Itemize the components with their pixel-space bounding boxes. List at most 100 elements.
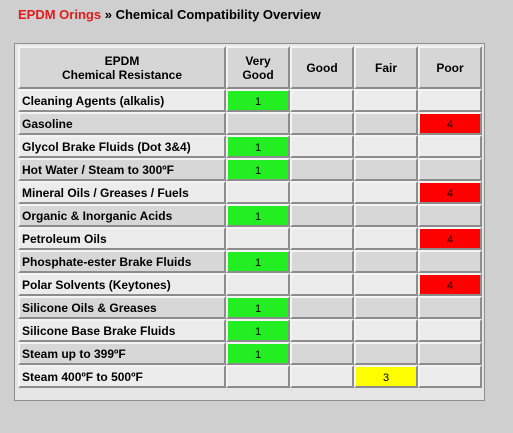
rating-poor-cell: 4 <box>418 181 482 204</box>
rating-very-good-cell: 1 <box>226 135 290 158</box>
rating-very-good-cell <box>226 273 290 296</box>
rating-fair-cell <box>354 319 418 342</box>
table-row: Cleaning Agents (alkalis) 1 <box>18 89 482 112</box>
page-title: Chemical Compatibility Overview <box>115 7 321 22</box>
table-row: Glycol Brake Fluids (Dot 3&4) 1 <box>18 135 482 158</box>
rating-value: 4 <box>446 233 454 246</box>
table-header-row: EPDM Chemical Resistance Very Good Good … <box>18 46 482 89</box>
table-row: Gasoline 4 <box>18 112 482 135</box>
rating-very-good-cell: 1 <box>226 250 290 273</box>
rating-fair-cell <box>354 135 418 158</box>
rating-fair-cell <box>354 181 418 204</box>
rating-good-cell <box>290 204 354 227</box>
rating-value: 1 <box>254 348 262 361</box>
rating-very-good-cell: 1 <box>226 342 290 365</box>
rating-good-cell <box>290 342 354 365</box>
rating-fair-cell <box>354 296 418 319</box>
rating-value: 3 <box>382 371 390 384</box>
rating-value: 4 <box>446 118 454 131</box>
table-row: Petroleum Oils 4 <box>18 227 482 250</box>
rating-good-cell <box>290 158 354 181</box>
rating-value: 1 <box>254 256 262 269</box>
rating-very-good-cell <box>226 227 290 250</box>
rating-very-good-cell: 1 <box>226 319 290 342</box>
rating-very-good-cell <box>226 181 290 204</box>
rating-very-good-cell: 1 <box>226 204 290 227</box>
rating-fair-cell <box>354 273 418 296</box>
table-row: Silicone Base Brake Fluids 1 <box>18 319 482 342</box>
rating-fair-cell: 3 <box>354 365 418 388</box>
rating-very-good-cell: 1 <box>226 89 290 112</box>
rating-good-cell <box>290 319 354 342</box>
rating-value: 1 <box>254 302 262 315</box>
chemical-name: Cleaning Agents (alkalis) <box>18 89 226 112</box>
rating-good-cell <box>290 135 354 158</box>
rating-fair-cell <box>354 89 418 112</box>
chemical-name: Silicone Oils & Greases <box>18 296 226 319</box>
chemical-name: Glycol Brake Fluids (Dot 3&4) <box>18 135 226 158</box>
header-chemical-resistance: Chemical Resistance <box>61 67 183 82</box>
rating-poor-cell: 4 <box>418 273 482 296</box>
header-epdm: EPDM <box>104 53 140 68</box>
header-good-part: Good <box>242 67 274 82</box>
chemical-name: Silicone Base Brake Fluids <box>18 319 226 342</box>
rating-good-cell <box>290 227 354 250</box>
poor-header: Poor <box>418 46 482 89</box>
rating-good-cell <box>290 296 354 319</box>
rating-good-cell <box>290 365 354 388</box>
table-row: Polar Solvents (Keytones) 4 <box>18 273 482 296</box>
rating-poor-cell <box>418 296 482 319</box>
breadcrumb-link-epdm-orings[interactable]: EPDM Orings <box>18 7 102 22</box>
chemical-name: Hot Water / Steam to 300ºF <box>18 158 226 181</box>
rating-poor-cell <box>418 319 482 342</box>
rating-value: 1 <box>254 325 262 338</box>
rating-very-good-cell: 1 <box>226 158 290 181</box>
table-row: Silicone Oils & Greases 1 <box>18 296 482 319</box>
rating-poor-cell: 4 <box>418 227 482 250</box>
rating-fair-cell <box>354 250 418 273</box>
rating-poor-cell <box>418 135 482 158</box>
chemical-name: Steam 400ºF to 500ºF <box>18 365 226 388</box>
table-row: Mineral Oils / Greases / Fuels 4 <box>18 181 482 204</box>
chemical-name: Steam up to 399ºF <box>18 342 226 365</box>
table-row: Hot Water / Steam to 300ºF 1 <box>18 158 482 181</box>
rating-good-cell <box>290 181 354 204</box>
good-header: Good <box>290 46 354 89</box>
rating-poor-cell <box>418 250 482 273</box>
table-body: Cleaning Agents (alkalis) 1 Gasoline 4 Glyco… <box>18 89 482 388</box>
chemical-name: Gasoline <box>18 112 226 135</box>
header-very: Very <box>245 53 271 68</box>
rating-poor-cell <box>418 158 482 181</box>
rating-value: 1 <box>254 210 262 223</box>
rating-very-good-cell <box>226 112 290 135</box>
table-row: Steam up to 399ºF 1 <box>18 342 482 365</box>
rating-fair-cell <box>354 204 418 227</box>
chemical-name: Polar Solvents (Keytones) <box>18 273 226 296</box>
table-row: Organic & Inorganic Acids 1 <box>18 204 482 227</box>
rating-value: 1 <box>254 95 262 108</box>
rating-poor-cell <box>418 342 482 365</box>
rating-poor-cell <box>418 204 482 227</box>
fair-header: Fair <box>354 46 418 89</box>
rating-poor-cell: 4 <box>418 112 482 135</box>
rating-fair-cell <box>354 158 418 181</box>
rating-value: 4 <box>446 187 454 200</box>
rating-good-cell <box>290 89 354 112</box>
chemical-name: Mineral Oils / Greases / Fuels <box>18 181 226 204</box>
rating-value: 4 <box>446 279 454 292</box>
compatibility-table: EPDM Chemical Resistance Very Good Good … <box>18 46 482 388</box>
breadcrumb-separator: » <box>104 7 112 22</box>
chemical-name: Petroleum Oils <box>18 227 226 250</box>
table-row: Phosphate-ester Brake Fluids 1 <box>18 250 482 273</box>
very-good-header: Very Good <box>226 46 290 89</box>
rating-fair-cell <box>354 227 418 250</box>
rating-good-cell <box>290 250 354 273</box>
rating-very-good-cell: 1 <box>226 296 290 319</box>
chemical-name: Organic & Inorganic Acids <box>18 204 226 227</box>
rating-poor-cell <box>418 89 482 112</box>
rating-value: 1 <box>254 141 262 154</box>
rating-very-good-cell <box>226 365 290 388</box>
chemical-resistance-header: EPDM Chemical Resistance <box>18 46 226 89</box>
rating-fair-cell <box>354 112 418 135</box>
